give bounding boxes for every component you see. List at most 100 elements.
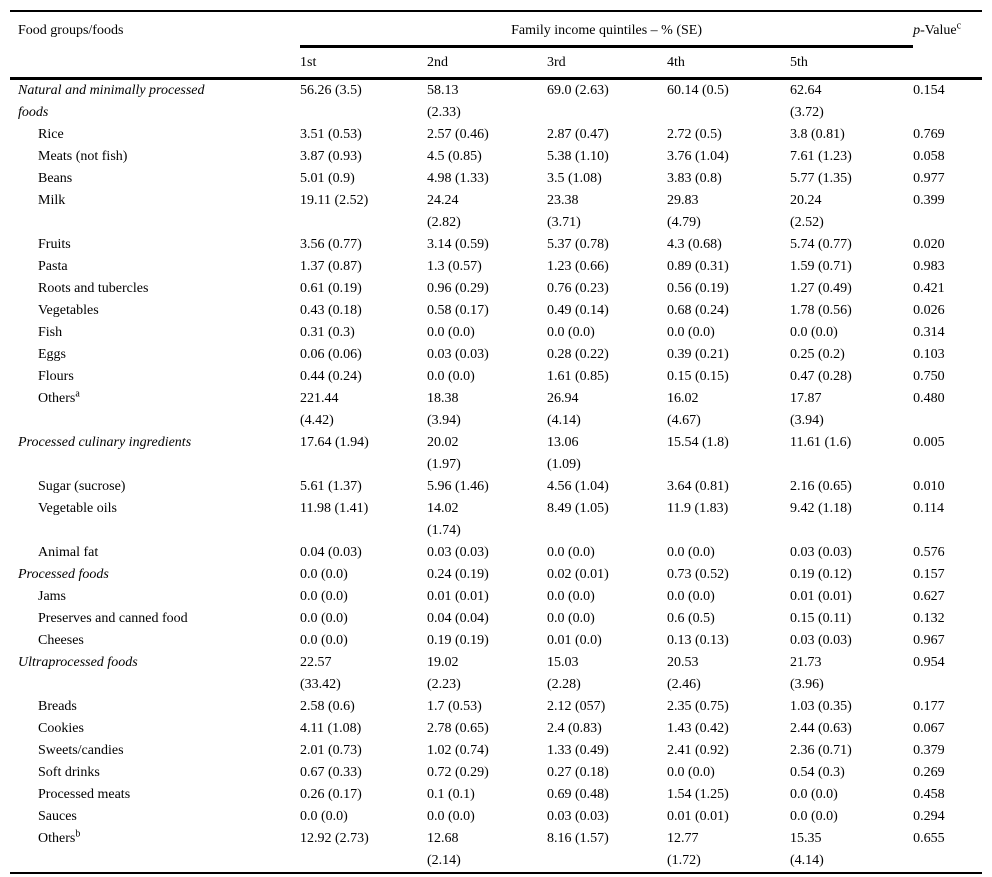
table-row: Othersa 221.44 (4.42) 18.38 (3.94) 26.94… — [10, 388, 982, 432]
quintile-header-3rd: 3rd — [547, 46, 667, 80]
food-label: Rice — [38, 127, 64, 142]
p-value-cell: 0.655 — [913, 831, 945, 846]
p-value-cell: 0.967 — [913, 633, 945, 648]
quintile-value-cell-3rd: 8.16 (1.57) — [547, 831, 609, 846]
quintile-value-cell-5th: 11.61 (1.6) — [790, 435, 852, 450]
quintile-value-cell-5th: 0.03 (0.03) — [790, 545, 852, 560]
food-label-cell: Vegetable oils — [10, 498, 300, 542]
food-label: Cookies — [38, 721, 84, 736]
quintile-value-cell-5th: 1.27 (0.49) — [790, 281, 852, 296]
quintile-value-cell-2nd: 0.0 (0.0) — [427, 809, 475, 824]
table-row: Animal fat 0.04 (0.03) 0.03 (0.03) 0.0 (… — [10, 542, 982, 564]
p-value-cell: 0.058 — [913, 149, 945, 164]
table-row: Natural and minimally processed foods 56… — [10, 79, 982, 125]
p-value-cell: 0.769 — [913, 127, 945, 142]
quintile-value-cell-5th: 9.42 (1.18) — [790, 501, 852, 516]
quintile-value-cell-2nd: 14.02 (1.74) — [427, 501, 461, 538]
quintile-value-cell-3rd: 0.69 (0.48) — [547, 787, 609, 802]
food-label: Sweets/candies — [38, 743, 124, 758]
quintile-value-cell-5th: 5.74 (0.77) — [790, 237, 852, 252]
food-label-cell: Breads — [10, 696, 300, 718]
p-value-italic-p: p — [913, 23, 921, 38]
food-label: Vegetable oils — [38, 501, 117, 516]
food-label: Animal fat — [38, 545, 99, 560]
table-row: Othersb 12.92 (2.73) 12.68 (2.14) 8.16 (… — [10, 828, 982, 873]
table-row: Roots and tubercles 0.61 (0.19) 0.96 (0.… — [10, 278, 982, 300]
quintile-value-cell-5th: 0.0 (0.0) — [790, 809, 838, 824]
quintile-value-cell-4th: 0.0 (0.0) — [667, 545, 715, 560]
quintile-value-cell-4th: 0.0 (0.0) — [667, 765, 715, 780]
quintile-value-cell-2nd: 2.57 (0.46) — [427, 127, 489, 142]
food-label-cell: Preserves and canned food — [10, 608, 300, 630]
food-label-cell: Vegetables — [10, 300, 300, 322]
quintile-value-cell-1st: 2.01 (0.73) — [300, 743, 362, 758]
quintile-value-cell-4th: 15.54 (1.8) — [667, 435, 729, 450]
quintile-value-cell-3rd: 3.5 (1.08) — [547, 171, 602, 186]
quintile-value-cell-2nd: 5.96 (1.46) — [427, 479, 489, 494]
p-value-cell: 0.005 — [913, 435, 945, 450]
quintile-value-cell-1st: 56.26 (3.5) — [300, 83, 362, 98]
food-label: Processed meats — [38, 787, 131, 802]
food-label-cell: Cookies — [10, 718, 300, 740]
food-label: Vegetables — [38, 303, 99, 318]
table-row: Meats (not fish) 3.87 (0.93) 4.5 (0.85) … — [10, 146, 982, 168]
p-value-cell: 0.314 — [913, 325, 945, 340]
quintile-value-cell-4th: 0.89 (0.31) — [667, 259, 729, 274]
quintile-value-cell-4th: 3.83 (0.8) — [667, 171, 722, 186]
quintile-value-cell-3rd: 13.06 (1.09) — [547, 435, 581, 472]
food-label: Natural and minimally processed foods — [18, 83, 205, 120]
food-label-cell: Processed meats — [10, 784, 300, 806]
p-value-cell: 0.977 — [913, 171, 945, 186]
quintile-value-cell-4th: 1.43 (0.42) — [667, 721, 729, 736]
quintile-header-4th: 4th — [667, 46, 790, 80]
quintile-value-cell-3rd: 0.0 (0.0) — [547, 545, 595, 560]
quintile-value-cell-3rd: 23.38 (3.71) — [547, 193, 581, 230]
quintile-value-cell-1st: 4.11 (1.08) — [300, 721, 362, 736]
quintile-value-cell-2nd: 0.19 (0.19) — [427, 633, 489, 648]
header-row-quintiles: 1st 2nd 3rd 4th 5th — [10, 46, 983, 80]
quintile-value-cell-3rd: 0.0 (0.0) — [547, 589, 595, 604]
quintile-value-cell-3rd: 0.49 (0.14) — [547, 303, 609, 318]
quintile-value-cell-2nd: 0.96 (0.29) — [427, 281, 489, 296]
quintile-value-cell-4th: 2.72 (0.5) — [667, 127, 722, 142]
quintile-value-cell-2nd: 0.0 (0.0) — [427, 369, 475, 384]
quintile-value-cell-3rd: 0.0 (0.0) — [547, 611, 595, 626]
footnote-marker-c: c — [956, 20, 962, 32]
food-label: Cheeses — [38, 633, 84, 648]
quintile-value-cell-5th: 1.03 (0.35) — [790, 699, 852, 714]
quintile-value-cell-1st: 0.0 (0.0) — [300, 589, 348, 604]
p-value-cell: 0.269 — [913, 765, 945, 780]
quintile-value-cell-1st: 2.58 (0.6) — [300, 699, 355, 714]
food-label: Milk — [38, 193, 66, 208]
quintile-value-cell-2nd: 4.98 (1.33) — [427, 171, 489, 186]
empty-header-cell — [10, 46, 300, 80]
quintile-value-cell-3rd: 4.56 (1.04) — [547, 479, 609, 494]
p-value-cell: 0.177 — [913, 699, 945, 714]
food-label-cell: Milk — [10, 190, 300, 234]
quintile-value-cell-1st: 221.44 (4.42) — [300, 391, 339, 428]
table-row: Fish 0.31 (0.3) 0.0 (0.0) 0.0 (0.0) 0.0 … — [10, 322, 982, 344]
quintile-value-cell-2nd: 0.01 (0.01) — [427, 589, 489, 604]
p-value-cell: 0.750 — [913, 369, 945, 384]
food-label-cell: Processed culinary ingredients — [10, 432, 300, 476]
p-value-cell: 0.576 — [913, 545, 945, 560]
quintile-value-cell-1st: 0.44 (0.24) — [300, 369, 362, 384]
quintile-value-cell-3rd: 69.0 (2.63) — [547, 83, 609, 98]
table-row: Rice 3.51 (0.53) 2.57 (0.46) 2.87 (0.47)… — [10, 124, 982, 146]
quintile-value-cell-1st: 0.06 (0.06) — [300, 347, 362, 362]
table-row: Processed foods 0.0 (0.0) 0.24 (0.19) 0.… — [10, 564, 982, 586]
quintile-value-cell-3rd: 0.0 (0.0) — [547, 325, 595, 340]
food-label: Breads — [38, 699, 77, 714]
food-groups-column-header: Food groups/foods — [18, 23, 124, 38]
food-label: Fish — [38, 325, 63, 340]
p-value-cell: 0.010 — [913, 479, 945, 494]
quintile-value-cell-4th: 3.76 (1.04) — [667, 149, 729, 164]
quintile-value-cell-4th: 60.14 (0.5) — [667, 83, 729, 98]
quintile-value-cell-5th: 0.03 (0.03) — [790, 633, 852, 648]
quintile-value-cell-2nd: 18.38 (3.94) — [427, 391, 461, 428]
food-label: Sauces — [38, 809, 77, 824]
quintile-value-cell-2nd: 0.58 (0.17) — [427, 303, 489, 318]
food-label-cell: Sauces — [10, 806, 300, 828]
quintile-value-cell-1st: 3.51 (0.53) — [300, 127, 362, 142]
